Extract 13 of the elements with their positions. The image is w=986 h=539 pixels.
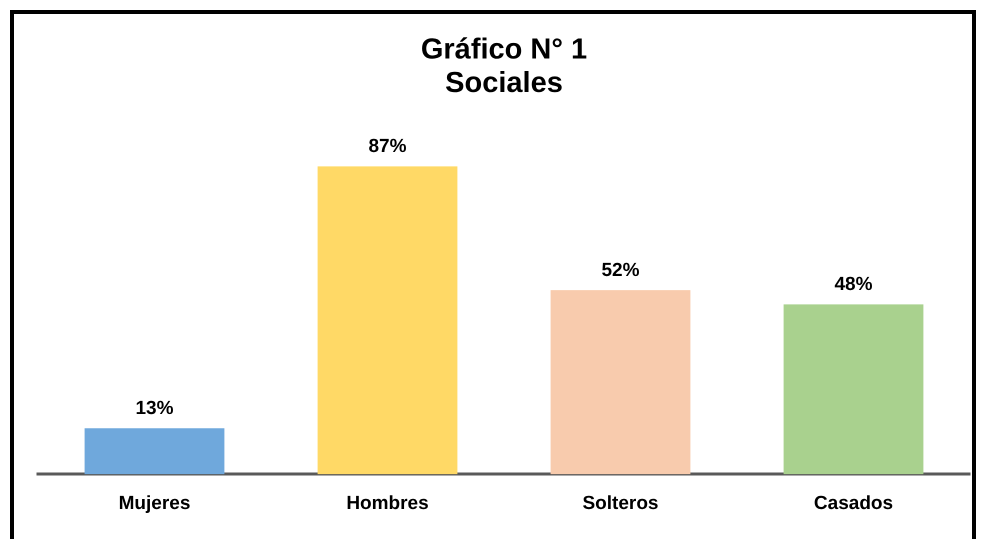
bar	[550, 290, 690, 474]
x-tick-label: Hombres	[346, 492, 429, 514]
x-tick-label: Casados	[814, 492, 894, 514]
bar	[784, 304, 924, 474]
x-tick-label: Solteros	[582, 492, 659, 514]
bar	[84, 428, 224, 474]
data-label: 48%	[834, 274, 873, 296]
x-tick-label: Mujeres	[118, 492, 190, 514]
chart-title: Gráfico N° 1 Sociales	[420, 34, 588, 100]
bar	[318, 166, 458, 474]
data-label: 87%	[368, 136, 407, 158]
data-label: 52%	[601, 260, 640, 281]
data-label: 13%	[135, 398, 174, 419]
